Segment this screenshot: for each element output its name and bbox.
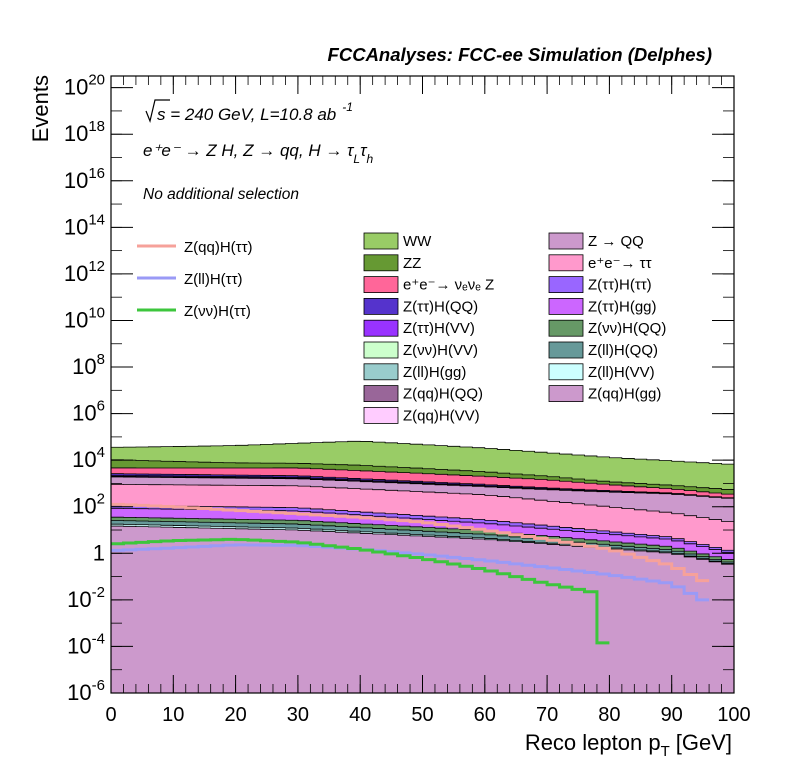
bkg-legend-label-8: Z(qq)H(VV): [403, 407, 480, 424]
y-tick-exp: 16: [88, 165, 105, 182]
bkg-legend-swatch-6: [364, 364, 398, 380]
bkg-legend-label-12: Z(ττ)H(gg): [588, 298, 657, 315]
y-tick-base: 10: [64, 214, 88, 239]
x-tick-label-9: 90: [661, 704, 683, 726]
y-tick-base: 10: [67, 633, 91, 658]
chart-title: FCCAnalyses: FCC-ee Simulation (Delphes): [328, 44, 712, 65]
y-tick-base: 10: [64, 121, 88, 146]
y-tick-base: 10: [72, 494, 96, 519]
y-tick-exp: 14: [88, 211, 105, 228]
bkg-legend-swatch-13: [549, 320, 583, 336]
y-axis-label: Events: [28, 75, 53, 142]
x-axis-label-unit: [GeV]: [676, 730, 732, 755]
y-tick-base: 10: [72, 354, 96, 379]
sqrt-s-text: s = 240 GeV, L=10.8 ab: [157, 105, 336, 124]
bkg-legend-swatch-4: [364, 320, 398, 336]
bkg-legend-label-14: Z(ll)H(QQ): [588, 342, 658, 359]
process-text: e⁺e⁻ → Z H, Z → qq, H → τ: [143, 141, 355, 160]
y-tick-exp: 4: [97, 444, 105, 461]
y-tick-base: 10: [64, 168, 88, 193]
bkg-legend-label-11: Z(ττ)H(ττ): [588, 277, 652, 294]
bkg-legend-label-9: Z → QQ: [588, 233, 644, 250]
y-tick-base: 10: [72, 447, 96, 472]
bkg-legend-label-2: e⁺e⁻→ νₑνₑ Z: [403, 277, 494, 294]
lumi-exp: -1: [342, 100, 353, 114]
bkg-legend-swatch-5: [364, 342, 398, 358]
x-axis-label-sub: T: [661, 743, 670, 760]
y-tick-exp: -4: [92, 630, 105, 647]
bkg-area-16: [111, 526, 734, 693]
y-tick-exp: 6: [97, 398, 105, 415]
y-tick-exp: -6: [92, 677, 105, 694]
y-tick-label-10: 1: [93, 540, 105, 565]
bkg-legend-label-10: e⁺e⁻→ ττ: [588, 255, 652, 272]
x-tick-label-3: 30: [287, 704, 309, 726]
tau1-sub: L: [353, 152, 360, 166]
tau2-sub: h: [366, 152, 373, 166]
y-tick-base: 1: [93, 540, 105, 565]
bkg-legend-swatch-15: [549, 364, 583, 380]
x-tick-label-10: 100: [717, 704, 750, 726]
bkg-legend-swatch-2: [364, 277, 398, 293]
bkg-legend-label-16: Z(qq)H(gg): [588, 386, 661, 403]
bkg-legend-label-4: Z(ττ)H(VV): [403, 320, 475, 337]
bkg-legend-label-1: ZZ: [403, 255, 421, 272]
y-tick-base: 10: [64, 261, 88, 286]
bkg-legend-label-5: Z(νν)H(VV): [403, 342, 478, 359]
bkg-legend-swatch-16: [549, 386, 583, 402]
x-tick-label-2: 20: [224, 704, 246, 726]
y-tick-exp: 10: [88, 304, 105, 321]
y-tick-base: 10: [67, 680, 91, 705]
bkg-legend-swatch-8: [364, 407, 398, 423]
y-tick-base: 10: [64, 307, 88, 332]
y-tick-exp: 2: [97, 491, 105, 508]
bkg-legend-label-13: Z(νν)H(QQ): [588, 320, 666, 337]
selection-label: No additional selection: [143, 186, 299, 203]
chart: FCCAnalyses: FCC-ee Simulation (Delphes)…: [0, 0, 796, 772]
x-axis-label: Reco lepton p: [525, 730, 661, 755]
bkg-legend-label-7: Z(qq)H(QQ): [403, 386, 483, 403]
bkg-legend-swatch-12: [549, 298, 583, 314]
bkg-legend-swatch-0: [364, 233, 398, 249]
x-tick-label-1: 10: [162, 704, 184, 726]
bkg-legend-label-3: Z(ττ)H(QQ): [403, 298, 478, 315]
y-tick-exp: -2: [92, 584, 105, 601]
signal-legend-label-2: Z(νν)H(ττ): [184, 303, 251, 320]
bkg-legend-swatch-3: [364, 298, 398, 314]
bkg-legend-swatch-11: [549, 277, 583, 293]
y-tick-exp: 20: [88, 72, 105, 89]
x-tick-label-6: 60: [474, 704, 496, 726]
bkg-legend-label-6: Z(ll)H(gg): [403, 364, 466, 381]
x-tick-label-4: 40: [349, 704, 371, 726]
bkg-legend-swatch-9: [549, 233, 583, 249]
y-tick-base: 10: [67, 587, 91, 612]
bkg-legend-swatch-14: [549, 342, 583, 358]
bkg-legend-swatch-10: [549, 255, 583, 271]
plot-area: [111, 441, 734, 693]
x-tick-label-0: 0: [105, 704, 116, 726]
x-tick-label-5: 50: [411, 704, 433, 726]
y-tick-exp: 12: [88, 258, 105, 275]
bkg-legend-label-15: Z(ll)H(VV): [588, 364, 655, 381]
signal-legend-label-1: Z(ll)H(ττ): [184, 271, 243, 288]
y-tick-exp: 18: [88, 118, 105, 135]
y-tick-base: 10: [72, 401, 96, 426]
bkg-legend-label-0: WW: [403, 233, 432, 250]
x-tick-label-8: 80: [598, 704, 620, 726]
signal-legend-label-0: Z(qq)H(ττ): [184, 239, 253, 256]
y-tick-exp: 8: [97, 351, 105, 368]
bkg-legend-swatch-1: [364, 255, 398, 271]
bkg-legend-swatch-7: [364, 386, 398, 402]
x-tick-label-7: 70: [536, 704, 558, 726]
y-tick-base: 10: [64, 75, 88, 100]
